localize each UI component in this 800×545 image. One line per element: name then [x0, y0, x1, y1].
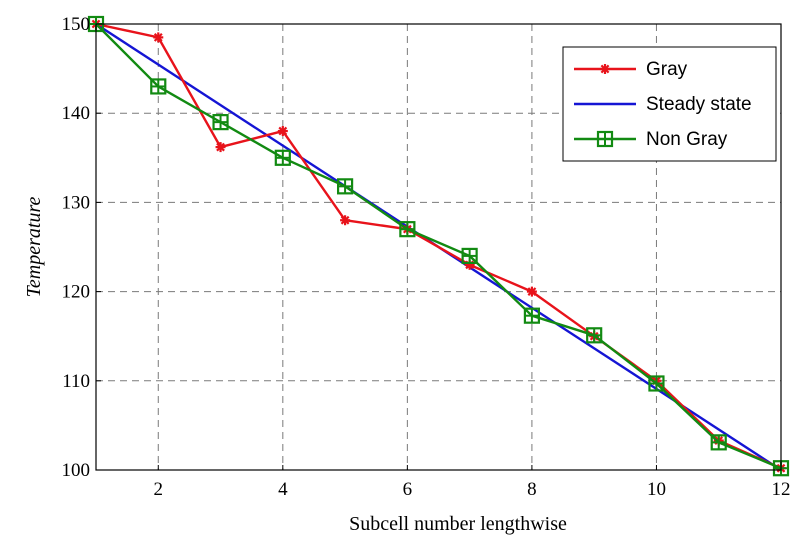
x-tick-label: 12	[772, 479, 791, 500]
x-axis-label: Subcell number lengthwise	[349, 513, 567, 535]
plot-frame	[95, 23, 782, 471]
legend-item-steady-state: Steady state	[574, 94, 752, 115]
gray-star-marker	[340, 215, 351, 226]
non-gray-line	[95, 23, 782, 470]
non-gray-square-marker	[461, 247, 478, 265]
y-tick-label: 140	[62, 103, 91, 124]
y-tick-label: 100	[62, 460, 91, 481]
non-gray-square-marker	[710, 434, 727, 451]
non-gray-square-marker	[150, 78, 167, 95]
gray-star-marker	[277, 126, 288, 137]
non-gray-square-marker	[212, 114, 229, 131]
non-gray-square-marker	[596, 130, 614, 148]
gray-line	[95, 22, 782, 470]
series-layer	[87, 15, 790, 477]
legend-label-non-gray: Non Gray	[646, 129, 728, 150]
legend-label-steady-state: Steady state	[646, 94, 752, 115]
y-tick-label: 110	[62, 371, 90, 392]
non-gray-square-marker	[399, 221, 416, 238]
legend: Gray Steady state Non Gray	[562, 46, 777, 162]
non-gray-square-marker	[648, 375, 665, 392]
gray-star-marker	[526, 286, 537, 297]
x-tick-label: 8	[527, 479, 537, 500]
x-tick-label: 2	[154, 479, 164, 500]
legend-label-gray: Gray	[646, 59, 688, 80]
legend-item-gray: Gray	[574, 59, 688, 80]
gray-star-marker	[215, 142, 226, 153]
tick-labels: 2 4 6 8 10 12 100 110 120 130 140 150	[62, 14, 791, 500]
x-tick-label: 4	[278, 479, 288, 500]
non-gray-square-marker	[523, 307, 541, 324]
non-gray-square-marker	[274, 149, 291, 166]
x-tick-label: 6	[403, 479, 413, 500]
y-axis-label: Temperature	[23, 197, 45, 298]
y-tick-label: 120	[62, 282, 91, 303]
legend-item-non-gray: Non Gray	[574, 129, 728, 150]
gray-star-marker	[153, 32, 164, 43]
y-tick-label: 130	[62, 192, 91, 213]
y-tick-label: 150	[62, 14, 91, 35]
x-tick-label: 10	[647, 479, 666, 500]
non-gray-square-marker	[336, 178, 354, 195]
gray-star-marker	[600, 64, 610, 74]
non-gray-square-marker	[586, 327, 603, 344]
